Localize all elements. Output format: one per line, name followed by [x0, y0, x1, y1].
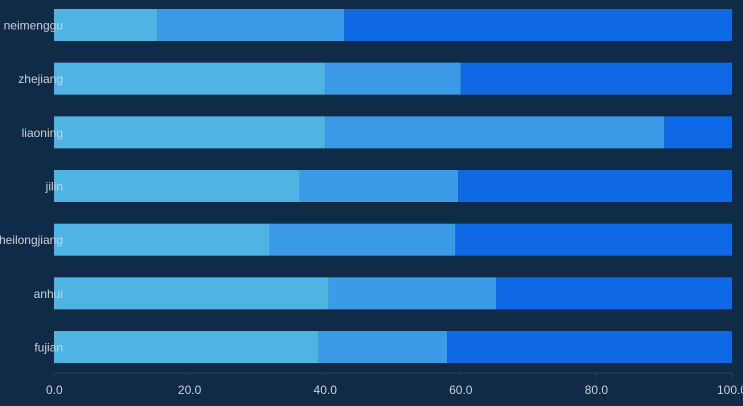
category-label-zhejiang: zhejiang: [18, 72, 63, 86]
x-tick-label: 40.0: [314, 383, 338, 397]
bar-anhui-segment-3: [496, 277, 732, 310]
bar-neimenggu-segment-3: [344, 9, 732, 41]
category-label-anhui: anhui: [34, 287, 63, 301]
bar-heilongjiang-segment-1: [54, 223, 270, 256]
bar-neimenggu-segment-2: [157, 9, 345, 41]
bar-fujian-segment-2: [318, 331, 448, 364]
bar-heilongjiang-segment-2: [269, 223, 456, 256]
x-axis: 0.0 20.0 40.0 60.0 80.0 100.0: [46, 372, 743, 397]
bar-fujian-segment-3: [447, 331, 732, 364]
bar-anhui-segment-2: [328, 277, 497, 310]
bar-fujian-segment-1: [54, 331, 319, 364]
x-tick-label: 60.0: [449, 383, 473, 397]
bar-neimenggu-segment-1: [54, 9, 158, 41]
bar-jilin-segment-2: [299, 170, 459, 203]
x-tick-label: 80.0: [585, 383, 609, 397]
bar-liaoning-segment-1: [54, 116, 326, 149]
bars-layer: [54, 9, 732, 364]
bar-zhejiang-segment-3: [460, 62, 732, 95]
x-tick-label: 20.0: [178, 383, 202, 397]
bar-zhejiang-segment-1: [54, 62, 326, 95]
bar-liaoning-segment-3: [664, 116, 732, 149]
bar-jilin-segment-1: [54, 170, 300, 203]
category-label-heilongjiang: heilongjiang: [0, 233, 63, 247]
bar-anhui-segment-1: [54, 277, 329, 310]
category-labels: neimenggu zhejiang liaoning jilin heilongjia…: [0, 19, 63, 355]
x-tick-label: 100.0: [717, 383, 743, 397]
category-label-fujian: fujian: [34, 341, 63, 355]
bar-zhejiang-segment-2: [325, 62, 461, 95]
category-label-neimenggu: neimenggu: [4, 19, 63, 33]
category-label-liaoning: liaoning: [22, 126, 63, 140]
bar-heilongjiang-segment-3: [455, 223, 732, 256]
bar-liaoning-segment-2: [325, 116, 665, 149]
x-tick-label: 0.0: [46, 383, 63, 397]
category-label-jilin: jilin: [45, 180, 63, 194]
bar-jilin-segment-3: [458, 170, 732, 203]
